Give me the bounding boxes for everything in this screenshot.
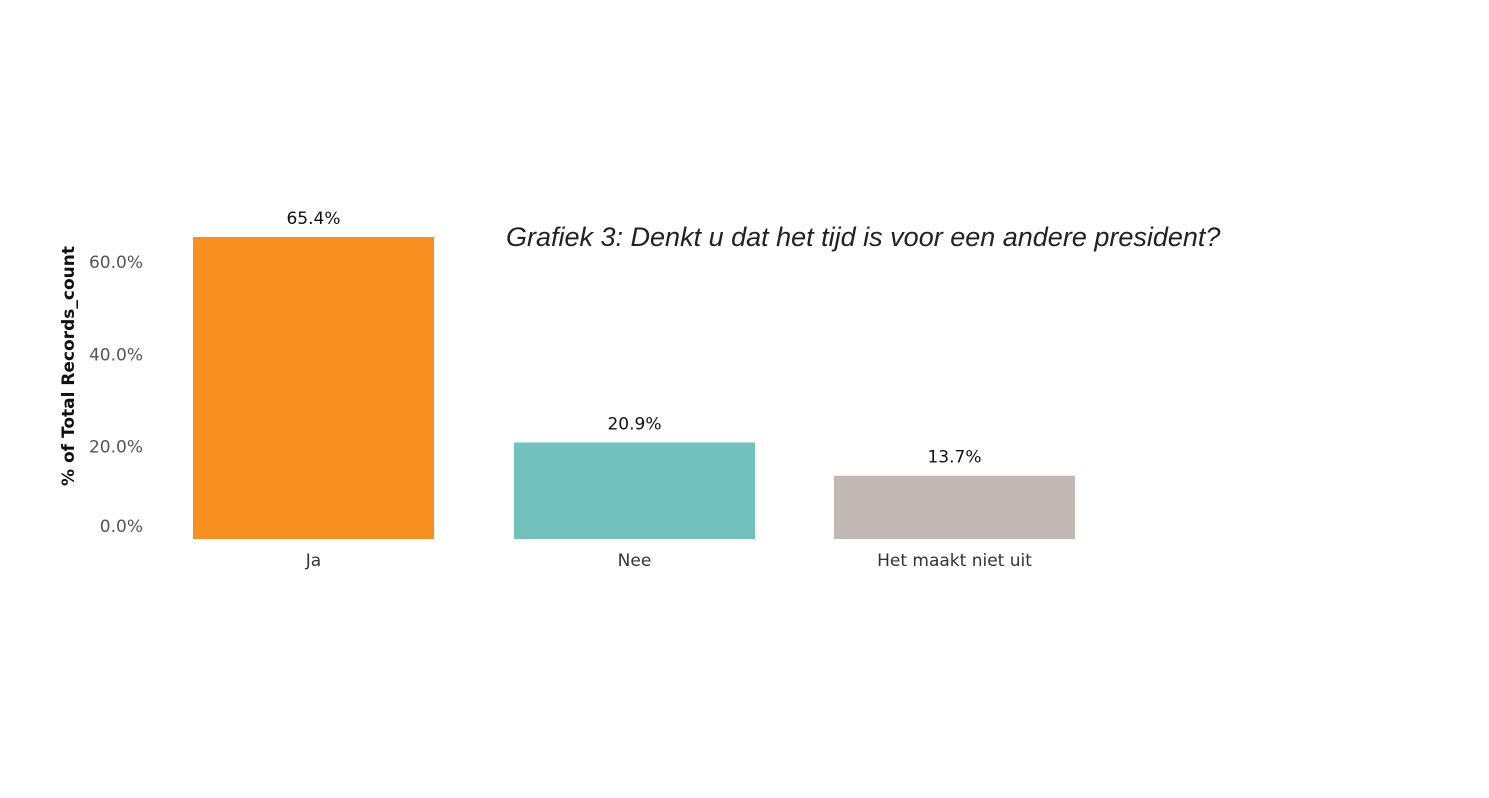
x-tick-label: Ja — [305, 551, 321, 571]
bar-het-maakt-niet-uit — [834, 475, 1075, 539]
y-tick-label: 0.0% — [100, 517, 143, 537]
x-tick-label: Nee — [618, 551, 652, 571]
data-label: 13.7% — [927, 448, 981, 468]
y-tick-label: 60.0% — [89, 253, 143, 273]
chart-title: Grafiek 3: Denkt u dat het tijd is voor … — [506, 222, 1221, 252]
x-tick-label: Het maakt niet uit — [877, 551, 1032, 571]
bars — [193, 237, 1075, 539]
y-tick-label: 20.0% — [89, 438, 143, 458]
y-tick-label: 40.0% — [89, 345, 143, 365]
data-label: 20.9% — [607, 414, 661, 434]
data-label: 65.4% — [286, 209, 340, 229]
x-axis-labels: Ja Nee Het maakt niet uit — [305, 551, 1032, 571]
data-labels: 65.4% 20.9% 13.7% — [286, 209, 981, 468]
y-axis-ticks: 0.0% 20.0% 40.0% 60.0% — [89, 253, 143, 537]
bar-nee — [514, 442, 755, 539]
bar-ja — [193, 237, 434, 539]
y-axis-title: % of Total Records_count — [59, 246, 79, 486]
y-axis-title-group: % of Total Records_count — [59, 246, 79, 486]
